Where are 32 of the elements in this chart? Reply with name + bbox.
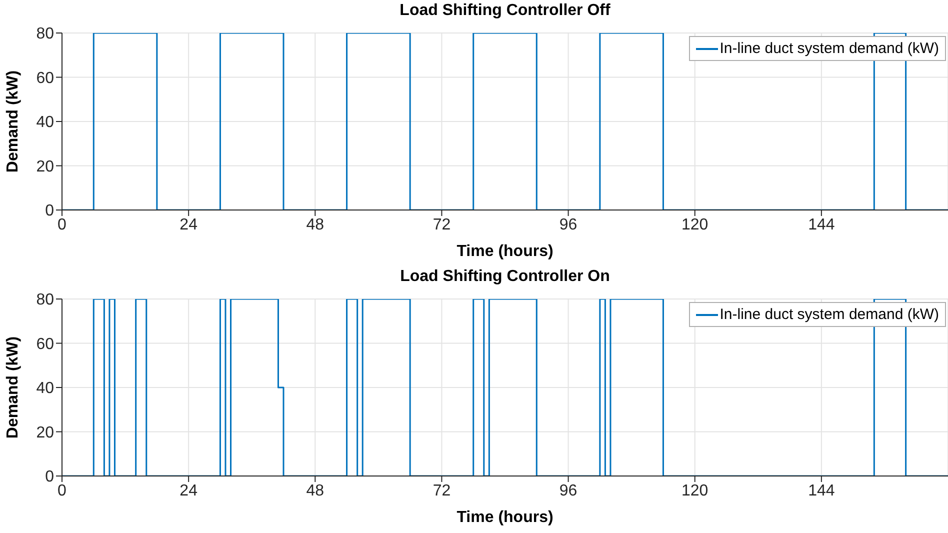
- x-tick-label: 96: [559, 482, 578, 500]
- x-tick-label: 24: [180, 482, 198, 500]
- x-tick-label: 96: [559, 216, 578, 234]
- x-axis-title: Time (hours): [456, 509, 554, 526]
- x-tick-label: 120: [682, 216, 708, 234]
- y-axis-title: Demand (kW): [4, 70, 22, 173]
- y-tick-label: 0: [45, 468, 54, 486]
- x-tick-label: 144: [808, 216, 835, 234]
- y-tick-label: 80: [36, 292, 54, 309]
- chart-title: Load Shifting Controller Off: [398, 2, 612, 20]
- legend-label: In-line duct system demand (kW): [720, 40, 939, 57]
- y-axis-title: Demand (kW): [4, 336, 22, 439]
- x-tick-label: 0: [58, 216, 67, 234]
- x-tick-label: 120: [682, 482, 708, 500]
- chart-title: Load Shifting Controller On: [399, 268, 611, 286]
- y-tick-label: 20: [36, 424, 54, 442]
- y-tick-label: 80: [36, 26, 54, 43]
- x-tick-label: 72: [432, 216, 451, 234]
- y-tick-label: 60: [36, 70, 54, 87]
- legend-label: In-line duct system demand (kW): [720, 306, 939, 323]
- x-tick-label: 24: [180, 216, 198, 234]
- y-tick-label: 60: [36, 336, 54, 353]
- y-tick-label: 40: [36, 380, 54, 398]
- y-tick-label: 0: [45, 202, 54, 220]
- x-tick-label: 144: [808, 482, 835, 500]
- x-tick-label: 72: [432, 482, 451, 500]
- x-axis-title: Time (hours): [456, 243, 554, 260]
- x-tick-label: 48: [306, 216, 324, 234]
- x-tick-label: 48: [306, 482, 324, 500]
- y-tick-label: 40: [36, 114, 54, 132]
- y-tick-label: 20: [36, 158, 54, 176]
- x-tick-label: 0: [58, 482, 67, 500]
